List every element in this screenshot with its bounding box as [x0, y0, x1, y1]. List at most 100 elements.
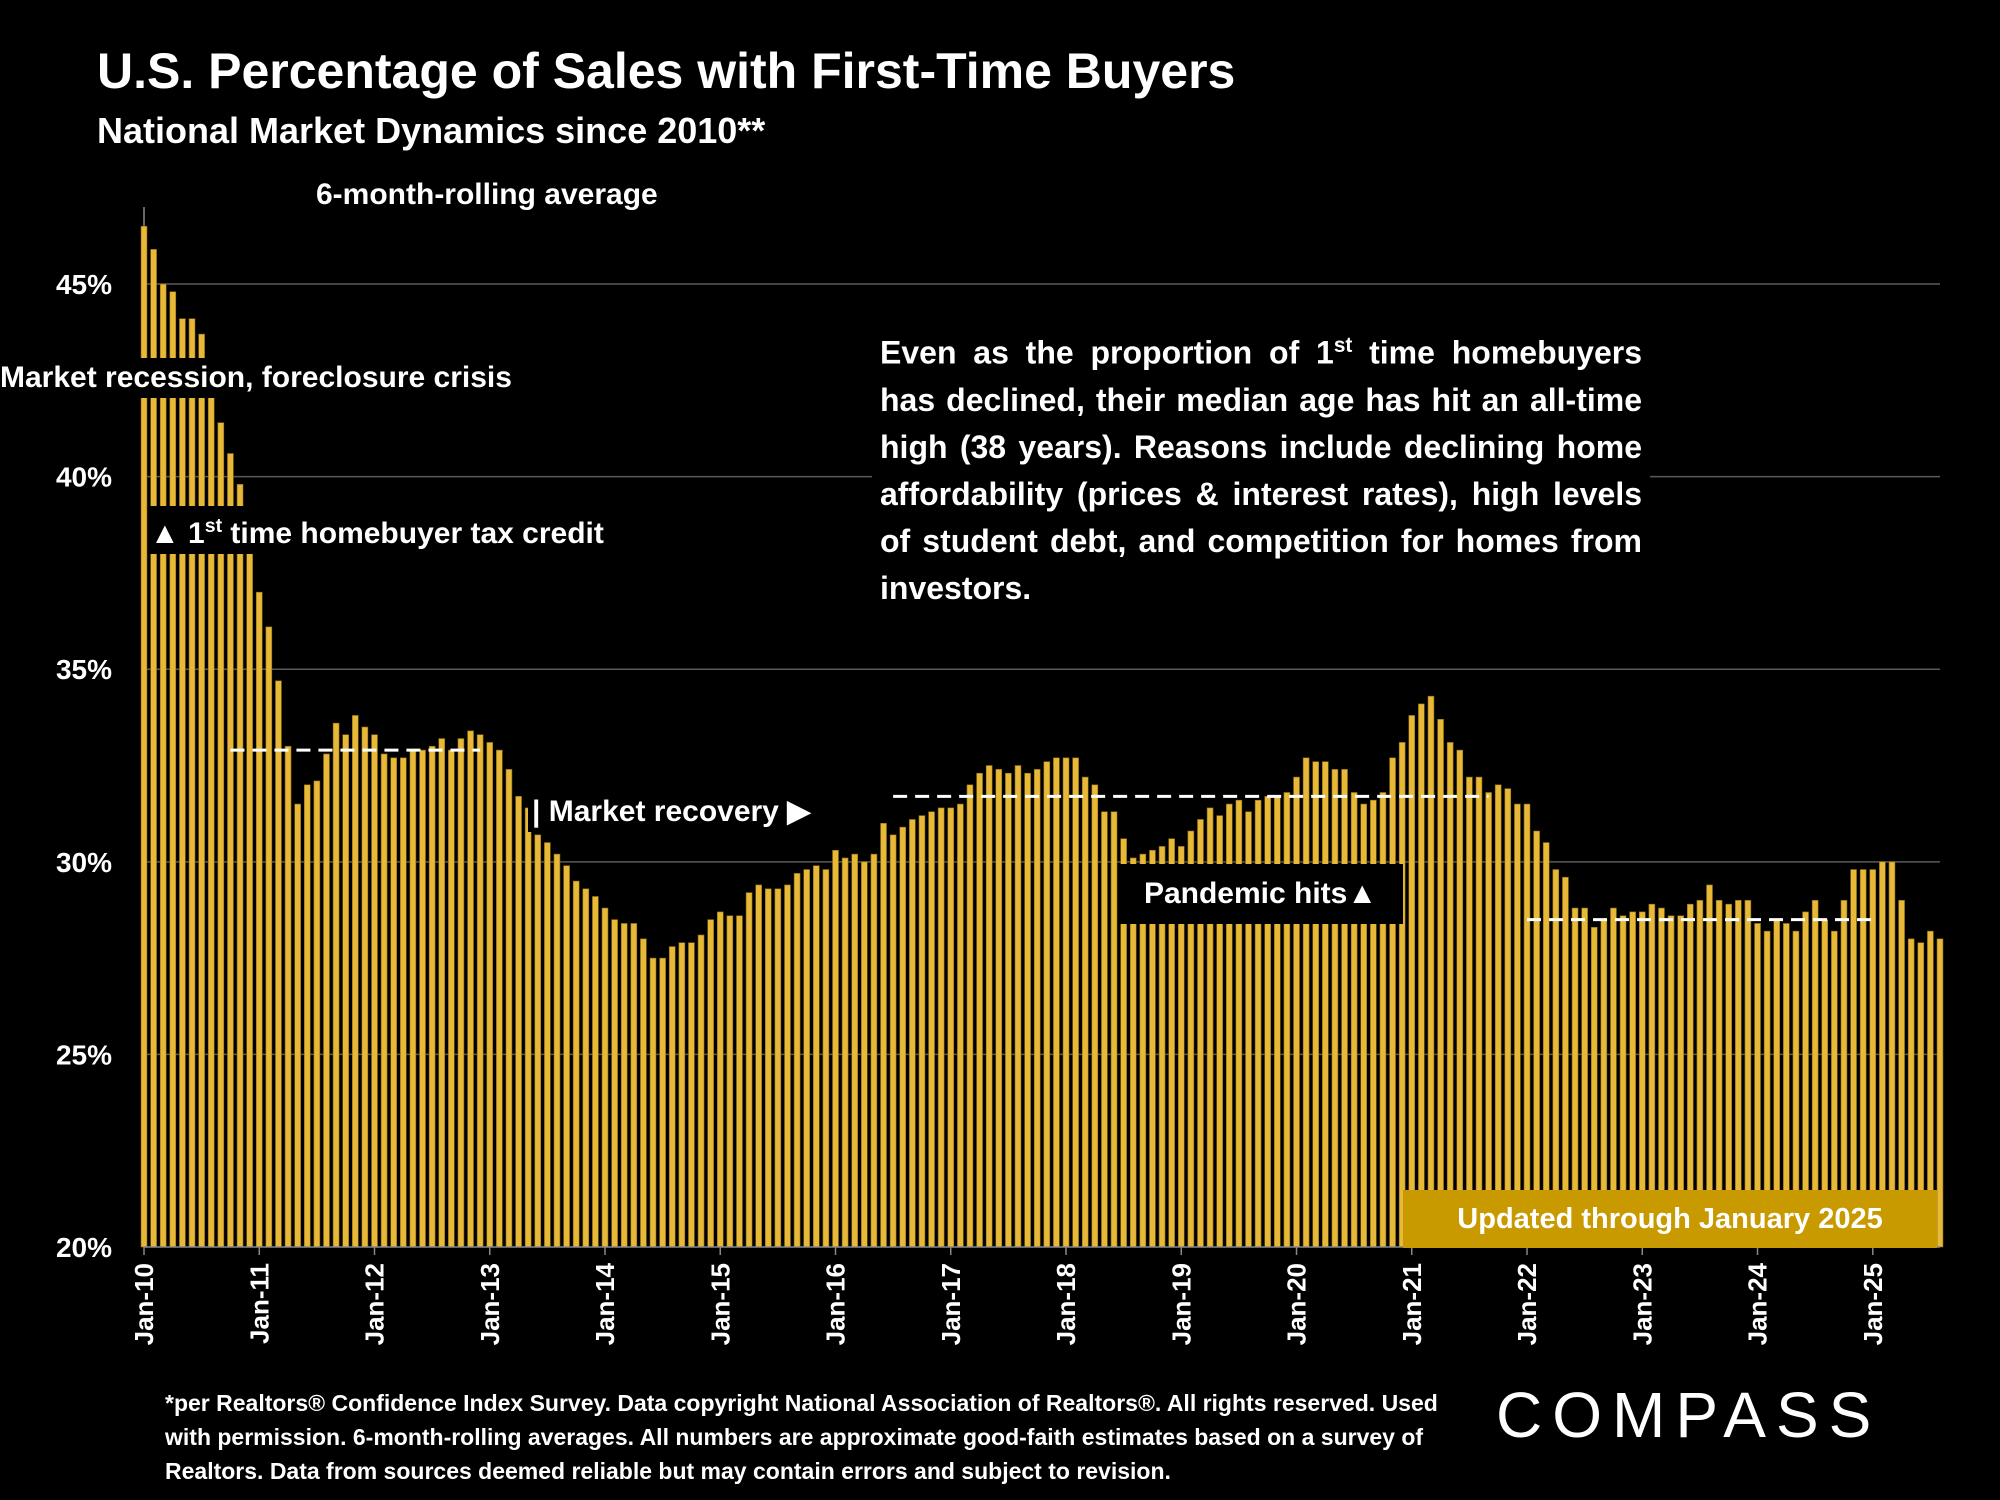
bar — [505, 769, 513, 1248]
x-tick-label: Jan-17 — [936, 1263, 966, 1345]
bar — [457, 738, 465, 1248]
bar — [976, 772, 983, 1248]
bar — [1033, 769, 1041, 1248]
bar — [342, 734, 349, 1248]
bar — [169, 291, 177, 1248]
bar — [937, 807, 945, 1248]
ordinal-suffix: st — [1333, 334, 1353, 357]
bar — [1053, 757, 1060, 1248]
bar — [236, 484, 244, 1248]
bar — [851, 853, 858, 1248]
bar — [159, 283, 167, 1248]
bar — [688, 942, 695, 1248]
updated-badge: Updated through January 2025 — [1403, 1190, 1937, 1248]
bar — [1936, 938, 1944, 1248]
bar — [467, 730, 474, 1248]
bar — [1322, 761, 1329, 1248]
bar — [784, 884, 791, 1248]
x-tick-label: Jan-23 — [1627, 1263, 1657, 1345]
bar — [736, 915, 743, 1248]
bar — [1523, 803, 1531, 1248]
bar — [1341, 769, 1348, 1248]
x-tick-label: Jan-22 — [1512, 1263, 1542, 1345]
bar — [630, 923, 638, 1248]
bar — [745, 892, 753, 1248]
annotation-tax-credit: ▲ 1st time homebuyer tax credit — [150, 506, 604, 554]
annotation-tax-credit-text: ▲ 1st time homebuyer tax credit — [150, 515, 604, 550]
bar — [870, 853, 878, 1248]
bar — [1494, 784, 1502, 1248]
bar — [1398, 742, 1406, 1248]
x-tick-label: Jan-21 — [1397, 1263, 1427, 1345]
bar — [188, 318, 196, 1248]
bar — [1302, 757, 1310, 1248]
x-tick-label: Jan-11 — [244, 1263, 274, 1344]
bar — [918, 815, 926, 1248]
chart-subtitle: National Market Dynamics since 2010** — [97, 110, 766, 151]
bar — [582, 888, 590, 1248]
bar — [707, 919, 714, 1248]
bar — [1024, 772, 1031, 1248]
bar — [1081, 776, 1089, 1248]
bar — [275, 680, 282, 1248]
x-axis-ticks: Jan-10 Jan-11 Jan-12 Jan-13 Jan-14 Jan-15 Jan-… — [129, 1246, 1940, 1345]
y-tick-label: 35% — [56, 654, 112, 685]
bar — [966, 784, 974, 1248]
bar — [1514, 803, 1521, 1248]
bar — [1475, 776, 1483, 1248]
bar — [428, 745, 436, 1248]
bar — [438, 738, 446, 1248]
bar — [928, 811, 935, 1248]
bar — [822, 869, 830, 1248]
bar — [1379, 792, 1387, 1248]
bar — [592, 896, 599, 1248]
y-tick-label: 30% — [56, 847, 112, 878]
bar — [390, 757, 397, 1248]
bar — [1542, 842, 1550, 1248]
x-tick-label: Jan-19 — [1166, 1263, 1196, 1345]
bar — [909, 819, 916, 1248]
bar — [380, 753, 388, 1248]
bar — [1293, 776, 1300, 1248]
bar — [544, 842, 551, 1248]
y-tick-label: 25% — [56, 1039, 112, 1070]
x-tick-label: Jan-24 — [1743, 1262, 1773, 1345]
bar — [371, 734, 378, 1248]
annotation-market-recovery: | Market recovery ▶ — [528, 792, 815, 832]
bar — [899, 826, 907, 1248]
bar — [813, 865, 820, 1248]
bar — [1072, 757, 1079, 1248]
rolling-average-label: 6-month-rolling average — [316, 178, 658, 211]
bar — [352, 715, 359, 1248]
x-tick-label: Jan-18 — [1051, 1263, 1081, 1345]
bar — [889, 834, 897, 1248]
bar — [995, 769, 1003, 1248]
bar — [832, 849, 839, 1248]
bar — [716, 911, 724, 1248]
bar — [1062, 757, 1070, 1248]
annotation-recession: Market recession, foreclosure crisis — [0, 358, 512, 398]
source-footnote: *per Realtors® Confidence Index Survey. … — [165, 1390, 1438, 1484]
bar — [553, 853, 561, 1248]
bar — [1418, 703, 1425, 1248]
bar-series — [140, 225, 1944, 1248]
bar — [1446, 742, 1454, 1248]
bar — [1312, 761, 1319, 1248]
bar — [726, 915, 734, 1248]
bar — [1005, 772, 1012, 1248]
bar — [601, 907, 609, 1248]
compass-logo: COMPASS — [1496, 1379, 1882, 1451]
bar — [246, 553, 253, 1248]
bar — [793, 873, 801, 1248]
bar — [1043, 761, 1051, 1248]
ordinal-suffix: st — [204, 515, 223, 537]
bar — [659, 957, 666, 1248]
y-tick-label: 20% — [56, 1232, 112, 1263]
bar — [400, 757, 407, 1248]
commentary-note: Even as the proportion of 1st time homeb… — [872, 318, 1650, 622]
bar — [1331, 769, 1339, 1248]
bar — [1533, 830, 1540, 1248]
bar — [957, 803, 964, 1248]
y-axis-ticks: 20% 25% 30% 35% 40% 45% — [56, 269, 112, 1263]
